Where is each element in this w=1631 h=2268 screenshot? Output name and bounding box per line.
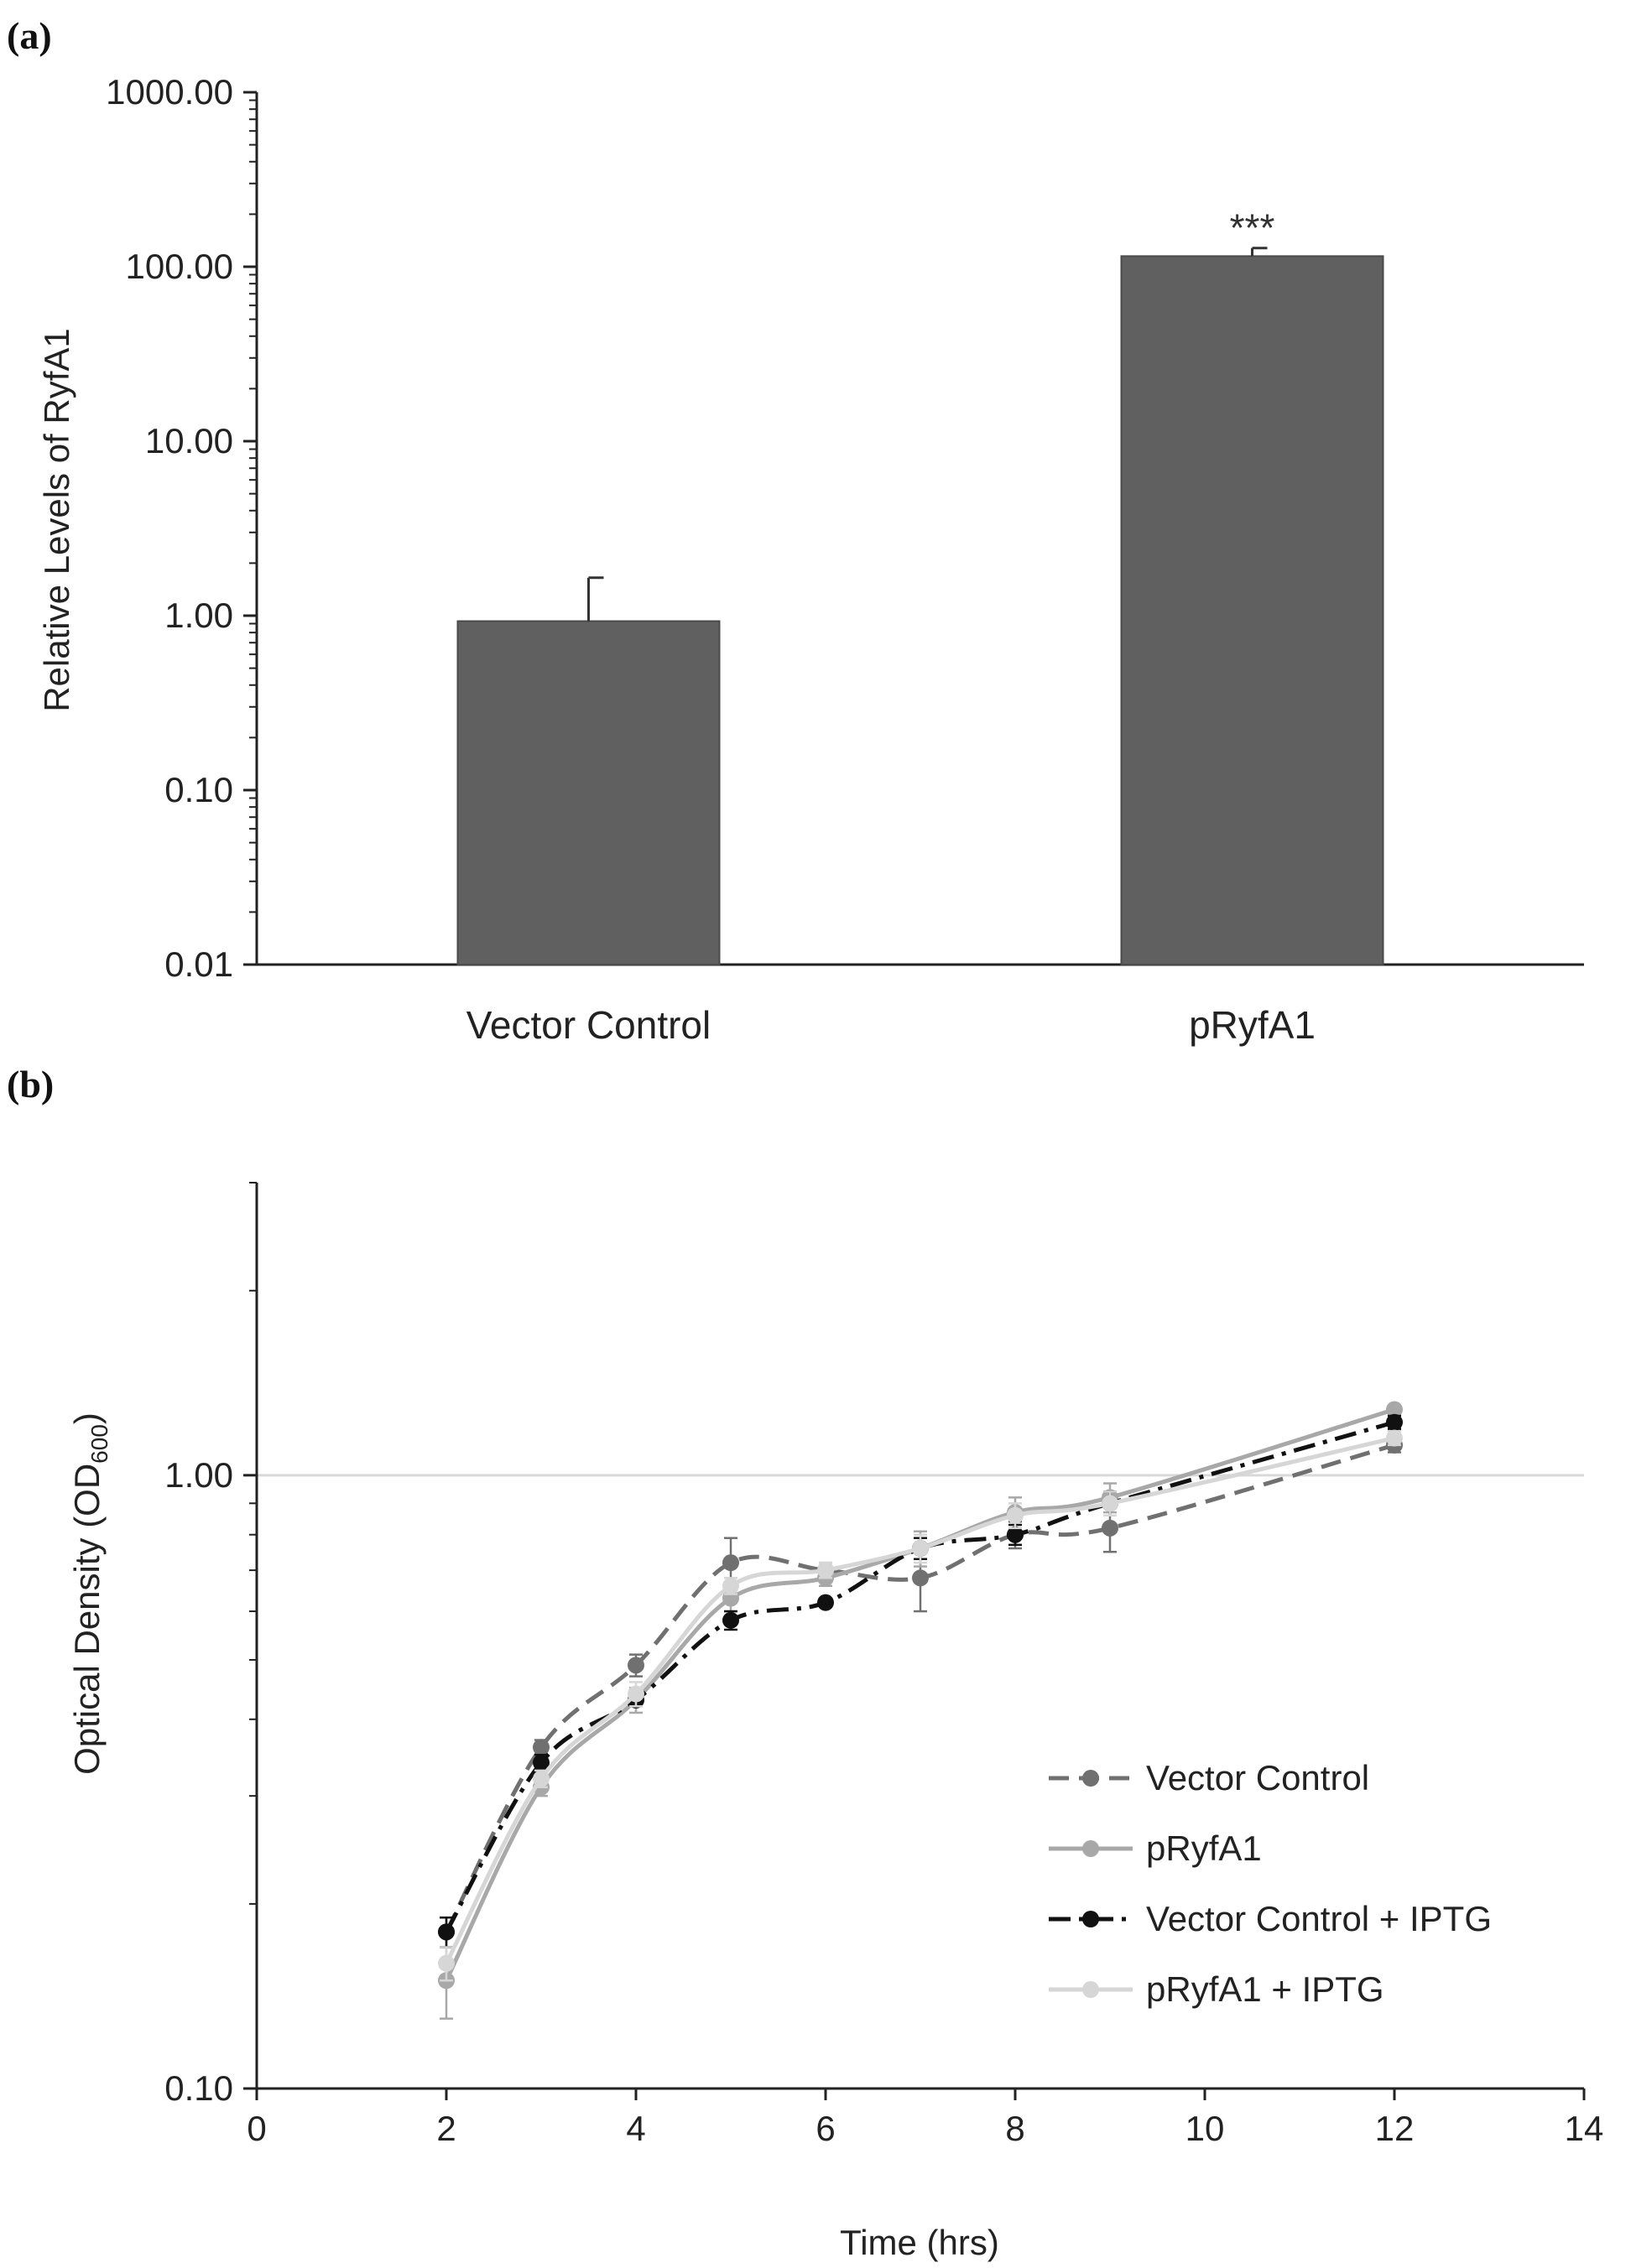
- panel-b-x-tick-label: 12: [1375, 2109, 1415, 2148]
- data-point: [1007, 1506, 1024, 1524]
- panel-b: (b) 0.10 1.00 0 2 4 6 8 10 12 14 Vector Control pR…: [7, 1063, 1603, 2262]
- data-point: [533, 1754, 550, 1771]
- panel-b-label: (b): [7, 1063, 54, 1105]
- data-point: [628, 1657, 644, 1674]
- panel-a-tick-labels: 0.01 0.10 1.00 10.00 100.00 1000.00: [106, 72, 233, 984]
- data-point: [533, 1739, 550, 1756]
- panel-b-y-axis-title-close: ): [67, 1412, 107, 1424]
- data-point: [912, 1539, 929, 1557]
- legend-swatch-marker: [1082, 1981, 1099, 1998]
- data-point: [438, 1923, 455, 1941]
- panel-a: (a) *** 0.01 0.10 1.00 10.00 100.00 1000.00 V…: [7, 14, 1584, 1047]
- panel-b-legend: Vector Control pRyfA1 Vector Control + IPT…: [1049, 1758, 1492, 2009]
- legend-label: pRyfA1: [1146, 1828, 1262, 1868]
- panel-b-y-axis-title-main: Optical Density (OD: [67, 1464, 107, 1775]
- panel-b-y-tick-label: 0.10: [164, 2068, 233, 2108]
- panel-b-tick-labels: 0.10 1.00 0 2 4 6 8 10 12 14: [164, 1455, 1603, 2148]
- panel-a-category-labels: Vector Control pRyfA1: [466, 1003, 1316, 1047]
- panel-b-y-tick-label: 1.00: [164, 1455, 233, 1495]
- panel-b-x-tick-label: 0: [247, 2109, 266, 2148]
- data-point: [817, 1562, 834, 1579]
- bar: [456, 620, 721, 965]
- panel-a-y-tick-label: 0.10: [164, 770, 233, 809]
- panel-b-series: [438, 1401, 1403, 2020]
- data-point: [722, 1554, 739, 1572]
- panel-a-label: (a): [7, 14, 52, 57]
- series-line: [444, 1443, 1395, 1933]
- panel-a-y-tick-label: 1000.00: [106, 72, 233, 112]
- data-point: [1007, 1526, 1024, 1543]
- significance-label: ***: [1230, 206, 1275, 250]
- legend-label: Vector Control + IPTG: [1146, 1899, 1492, 1938]
- series-group: [438, 1436, 1403, 1948]
- panel-b-x-tick-label: 8: [1005, 2109, 1024, 2148]
- series-line: [444, 1407, 1395, 1982]
- x-category-label: Vector Control: [466, 1003, 711, 1047]
- data-point: [533, 1770, 550, 1787]
- panel-a-y-tick-label: 10.00: [145, 421, 233, 460]
- panel-a-y-axis-title: Relative Levels of RyfA1: [37, 328, 76, 712]
- data-point: [628, 1685, 644, 1703]
- panel-a-y-tick-label: 100.00: [126, 247, 233, 286]
- panel-b-x-tick-label: 2: [436, 2109, 456, 2148]
- data-point: [1102, 1519, 1118, 1537]
- panel-a-y-tick-label: 1.00: [164, 596, 233, 635]
- data-point: [722, 1611, 739, 1629]
- data-point: [722, 1577, 739, 1594]
- x-category-label: pRyfA1: [1189, 1003, 1316, 1047]
- panel-b-y-axis-title: Optical Density (OD600): [67, 1412, 112, 1775]
- data-point: [1386, 1413, 1403, 1431]
- panel-b-x-tick-label: 14: [1565, 2109, 1604, 2148]
- data-point: [1102, 1495, 1118, 1512]
- legend-label: Vector Control: [1146, 1758, 1369, 1797]
- panel-a-y-tick-label: 0.01: [164, 944, 233, 984]
- data-point: [817, 1594, 834, 1611]
- panel-b-x-tick-label: 4: [626, 2109, 645, 2148]
- legend-swatch-marker: [1082, 1840, 1099, 1857]
- panel-b-x-tick-label: 10: [1185, 2109, 1225, 2148]
- bar: [1120, 255, 1384, 965]
- panel-a-bars: ***: [456, 206, 1384, 965]
- panel-b-x-axis-title: Time (hrs): [840, 2223, 999, 2262]
- data-point: [1386, 1401, 1403, 1418]
- data-point: [1386, 1429, 1403, 1447]
- data-point: [912, 1569, 929, 1587]
- panel-b-axes: [243, 1182, 1586, 2100]
- data-point: [438, 1954, 455, 1972]
- series-group: [438, 1429, 1403, 1982]
- legend-swatch-marker: [1082, 1770, 1099, 1787]
- legend-label: pRyfA1 + IPTG: [1146, 1969, 1384, 2009]
- legend-swatch-marker: [1082, 1911, 1099, 1927]
- panel-b-y-axis-title-subscript: 600: [86, 1424, 112, 1464]
- panel-b-x-tick-label: 6: [816, 2109, 835, 2148]
